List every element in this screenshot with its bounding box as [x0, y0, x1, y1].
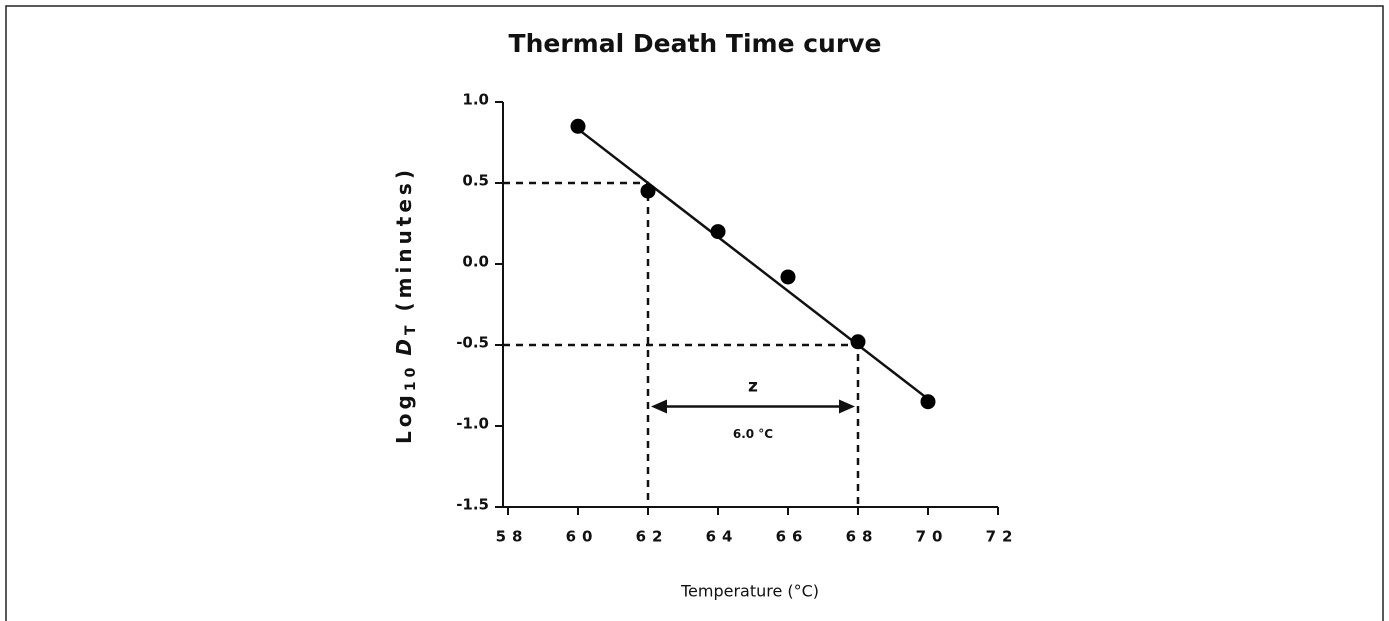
- y-tick-label: -0.5: [456, 334, 489, 352]
- y-tick-label: -1.5: [456, 496, 489, 514]
- y-label-part: Log: [392, 391, 416, 444]
- chart-title: Thermal Death Time curve: [509, 29, 882, 58]
- x-tick-label: 72: [986, 528, 1019, 546]
- x-tick-label: 66: [776, 528, 809, 546]
- x-tick-label: 60: [566, 528, 599, 546]
- data-point: [850, 334, 866, 350]
- arrow-head: [839, 399, 855, 414]
- y-label-part: 10: [403, 364, 419, 391]
- y-label-part: D: [392, 335, 416, 356]
- y-tick-label: 0.5: [462, 172, 489, 190]
- annotation-label: z: [748, 377, 758, 397]
- x-axis-label: Temperature (°C): [680, 582, 819, 601]
- y-tick-label: 0.0: [462, 253, 489, 271]
- data-point: [640, 183, 656, 199]
- data-point: [570, 118, 586, 134]
- x-tick-label: 70: [916, 528, 949, 546]
- x-tick-label: 68: [846, 528, 879, 546]
- reference-line: [503, 343, 860, 507]
- frame: [5, 5, 1384, 621]
- y-label-part: T: [403, 322, 419, 336]
- arrow-head: [651, 399, 667, 414]
- y-label-part: (minutes): [392, 166, 416, 311]
- fit-line: [577, 128, 929, 400]
- data-point: [920, 394, 936, 410]
- data-point: [780, 269, 796, 285]
- annotation-value: 6.0 °C: [733, 427, 773, 441]
- x-tick-label: 64: [706, 528, 739, 546]
- x-tick-label: 58: [496, 528, 529, 546]
- y-tick-label: 1.0: [462, 91, 489, 109]
- y-axis-label: Log10 DT (minutes): [392, 166, 420, 444]
- y-tick-label: -1.0: [456, 415, 489, 433]
- data-point: [710, 224, 726, 240]
- x-tick-label: 62: [636, 528, 669, 546]
